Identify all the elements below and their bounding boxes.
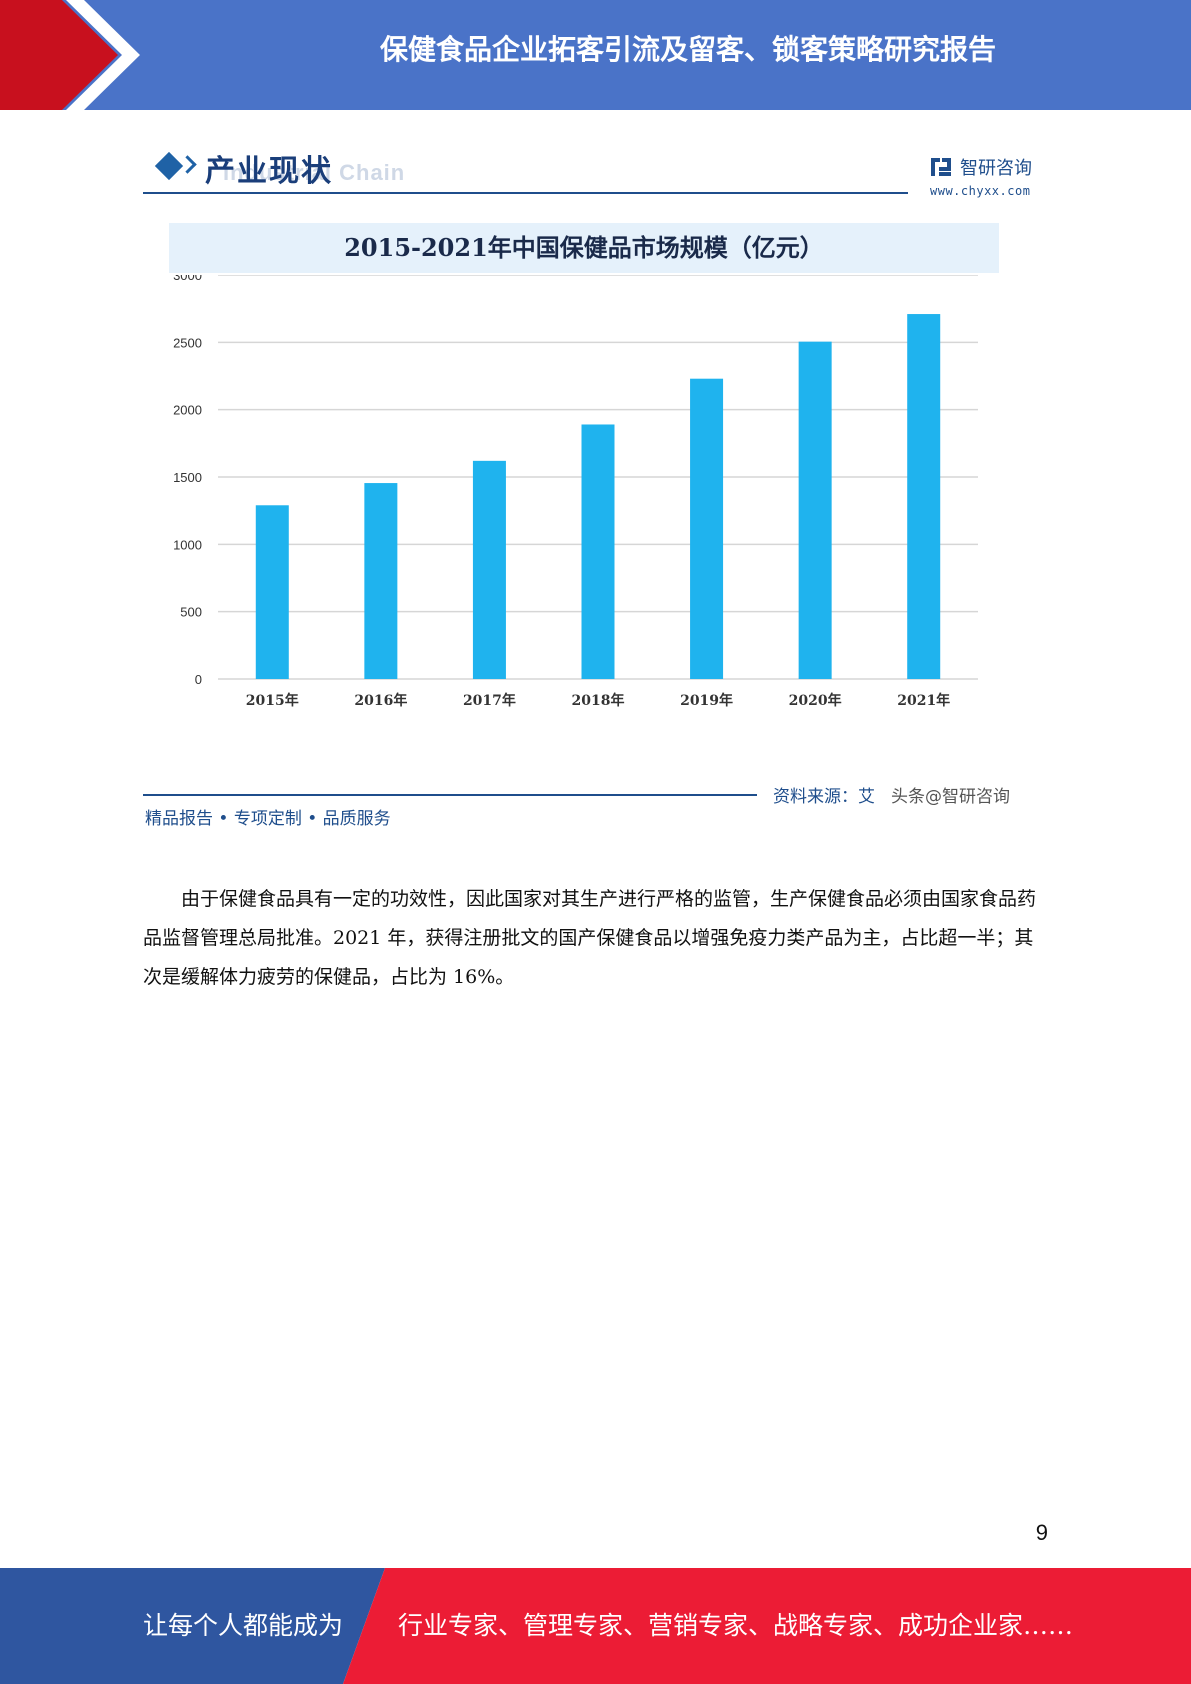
bottom-banner: 让每个人都能成为 行业专家、管理专家、营销专家、战略专家、成功企业家…… (0, 1568, 1191, 1684)
x-tick-label: 2021年 (897, 692, 950, 709)
brand-url: www.chyxx.com (930, 184, 1031, 198)
section-ghost-text: Industrial Chain (223, 160, 406, 185)
bar-2015年 (255, 505, 289, 679)
chart-title: 2015-2021年中国保健品市场规模（亿元） (344, 233, 824, 262)
y-tick-label: 500 (180, 605, 202, 620)
body-text: 由于保健食品具有一定的功效性，因此国家对其生产进行严格的监管，生产保健食品必须由… (143, 880, 1048, 997)
banner-slogan-left: 让每个人都能成为 (143, 1611, 344, 1640)
chart-footer-slogan: 精品报告 • 专项定制 • 品质服务 (145, 809, 391, 829)
y-tick-label: 0 (195, 672, 202, 687)
section-heading: Industrial Chain 产业现状 智研咨询 www.chyxx.com (143, 140, 1046, 200)
chart-source-label: 资料来源：艾 (773, 787, 875, 807)
x-tick-label: 2020年 (789, 692, 842, 709)
section-title: 产业现状 (205, 154, 333, 189)
brand-name: 智研咨询 (960, 158, 1032, 179)
body-paragraph: 由于保健食品具有一定的功效性，因此国家对其生产进行严格的监管，生产保健食品必须由… (143, 888, 1037, 988)
x-tick-label: 2019年 (680, 692, 733, 709)
chart-footer-divider (143, 794, 757, 796)
banner-background (0, 1568, 1191, 1684)
chart-watermark: 头条@智研咨询 (891, 787, 1010, 807)
bar-2021年 (907, 314, 941, 679)
x-tick-label: 2017年 (463, 692, 516, 709)
y-tick-label: 1500 (173, 470, 202, 485)
y-tick-label: 3000 (173, 275, 202, 283)
brand-logo-icon (931, 158, 951, 176)
y-tick-label: 2500 (173, 335, 202, 350)
brand-block: 智研咨询 www.chyxx.com (930, 154, 1032, 198)
y-tick-label: 2000 (173, 403, 202, 418)
x-tick-label: 2016年 (354, 692, 407, 709)
chart-area: 0 500 1000 1500 2000 2500 3000 2015年 2016年 2017年 2… (143, 275, 1046, 765)
x-tick-label: 2018年 (572, 692, 625, 709)
bar-2019年 (690, 378, 724, 679)
bar-2020年 (798, 341, 832, 679)
page-number: 9 (1035, 1520, 1048, 1545)
banner-slogan-right: 行业专家、管理专家、营销专家、战略专家、成功企业家…… (398, 1611, 1074, 1640)
section-divider (143, 192, 908, 194)
chevron-right-icon (178, 155, 197, 174)
bar-2018年 (581, 424, 615, 679)
bar-2016年 (364, 483, 398, 679)
chart-panel: Industrial Chain 产业现状 智研咨询 www.chyxx.com… (143, 140, 1046, 830)
header-arrow-decoration (0, 0, 140, 110)
report-title: 保健食品企业拓客引流及留客、锁客策略研究报告 (379, 33, 996, 66)
x-tick-label: 2015年 (246, 692, 299, 709)
bar-chart: 0 500 1000 1500 2000 2500 3000 2015年 2016年 2017年 2… (173, 275, 978, 709)
page-header: 保健食品企业拓客引流及留客、锁客策略研究报告 (0, 0, 1191, 110)
bar-2017年 (472, 460, 506, 679)
y-tick-label: 1000 (173, 537, 202, 552)
chart-title-bar: 2015-2021年中国保健品市场规模（亿元） (169, 223, 999, 273)
